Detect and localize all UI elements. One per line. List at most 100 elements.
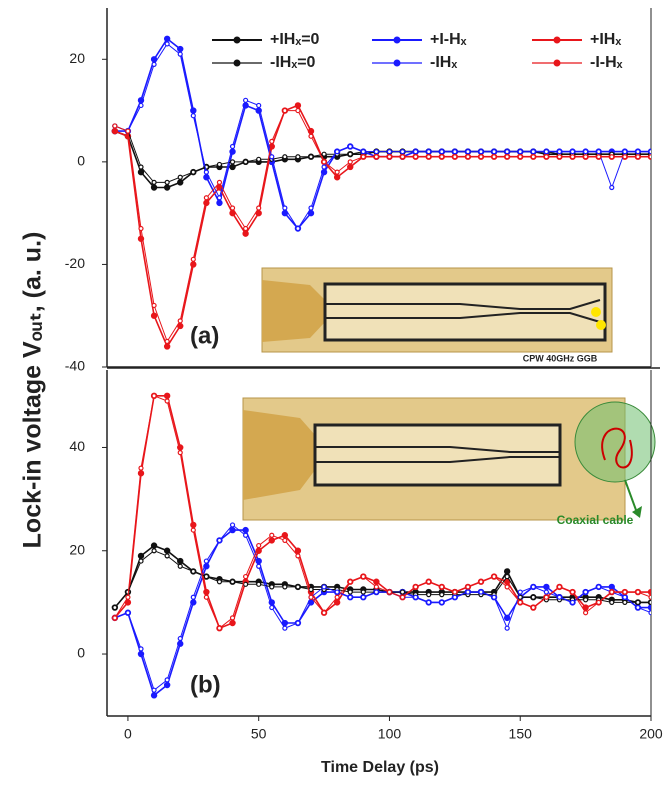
arrow-head — [632, 506, 642, 518]
data-point — [164, 677, 170, 683]
data-point — [583, 154, 589, 160]
data-point — [399, 149, 406, 155]
y-tick-label: 20 — [69, 50, 85, 66]
data-point — [256, 563, 262, 569]
plot-area — [111, 392, 651, 699]
data-point — [308, 154, 314, 160]
data-point — [360, 149, 366, 155]
data-point — [216, 537, 223, 544]
data-point — [321, 610, 327, 616]
data-point — [426, 599, 432, 605]
x-tick-label: 100 — [378, 726, 402, 742]
cable-wire — [601, 427, 633, 469]
data-point — [399, 154, 406, 160]
data-point — [426, 154, 432, 160]
data-point — [347, 163, 354, 171]
legend-marker — [233, 36, 241, 44]
data-point — [465, 149, 471, 155]
data-point — [478, 579, 484, 585]
y-tick-label: 40 — [69, 438, 85, 454]
data-point — [583, 597, 589, 603]
data-point — [229, 522, 236, 528]
data-point — [177, 51, 183, 57]
data-point — [243, 97, 249, 103]
data-point — [243, 532, 249, 538]
data-point — [164, 41, 170, 47]
data-point — [229, 615, 236, 621]
data-point — [295, 584, 301, 590]
data-point — [282, 154, 288, 160]
connector — [262, 280, 325, 342]
inset-a — [261, 267, 613, 353]
data-point — [190, 521, 197, 529]
data-point — [386, 149, 393, 155]
data-point — [190, 113, 196, 119]
data-point — [347, 594, 353, 600]
data-point — [478, 149, 484, 155]
data-point — [269, 532, 275, 538]
y-tick-label: 0 — [77, 645, 85, 661]
data-point — [282, 537, 288, 544]
data-point — [426, 149, 432, 155]
data-point — [517, 599, 523, 605]
data-point — [150, 312, 158, 319]
data-point — [530, 594, 536, 600]
data-point — [269, 154, 275, 160]
data-point — [203, 169, 209, 175]
data-point — [282, 584, 288, 590]
data-point — [334, 169, 340, 175]
data-point — [647, 588, 651, 596]
data-point — [243, 225, 249, 232]
data-point — [347, 143, 353, 150]
data-point — [530, 154, 536, 160]
series-line — [114, 524, 651, 692]
plot-area — [111, 35, 651, 350]
data-point — [321, 159, 327, 165]
data-point — [413, 594, 419, 600]
data-point — [294, 547, 302, 554]
data-point — [125, 128, 131, 134]
data-point — [373, 584, 379, 590]
data-point — [596, 154, 602, 160]
data-point — [622, 149, 628, 155]
data-point — [609, 589, 615, 595]
data-point — [334, 594, 340, 600]
data-point — [517, 589, 523, 595]
data-point — [622, 599, 628, 605]
data-point — [282, 205, 288, 211]
data-point — [190, 169, 196, 175]
data-point — [256, 205, 262, 211]
y-tick-label: -40 — [65, 358, 85, 374]
x-tick-label: 150 — [509, 726, 533, 742]
data-point — [439, 584, 445, 590]
data-point — [203, 573, 209, 580]
data-point — [164, 398, 170, 404]
connector — [243, 410, 315, 500]
data-point — [543, 583, 550, 591]
data-point — [138, 558, 144, 564]
data-point — [530, 584, 536, 590]
inset-caption: Coaxial cable — [557, 513, 634, 527]
data-point — [281, 532, 289, 539]
series-line — [114, 43, 651, 230]
data-point — [504, 149, 510, 155]
data-point — [308, 594, 314, 600]
x-tick-label: 50 — [251, 726, 267, 742]
data-point — [491, 149, 497, 155]
data-point — [648, 610, 651, 616]
data-point — [151, 61, 157, 68]
data-point — [504, 573, 510, 580]
data-point — [439, 154, 445, 160]
data-point — [190, 256, 196, 262]
y-axis-label: Lock-in voltage Vₒᵤₜ, (a. u.) — [19, 232, 47, 549]
data-point — [504, 625, 510, 631]
data-point — [596, 599, 602, 605]
data-point — [138, 164, 144, 170]
legend-label: +IHₓ=0 — [270, 31, 320, 48]
data-point — [583, 610, 589, 616]
data-point — [242, 526, 249, 534]
data-point — [596, 149, 602, 155]
data-point — [478, 154, 484, 160]
data-point — [556, 594, 563, 600]
data-point — [112, 604, 118, 611]
